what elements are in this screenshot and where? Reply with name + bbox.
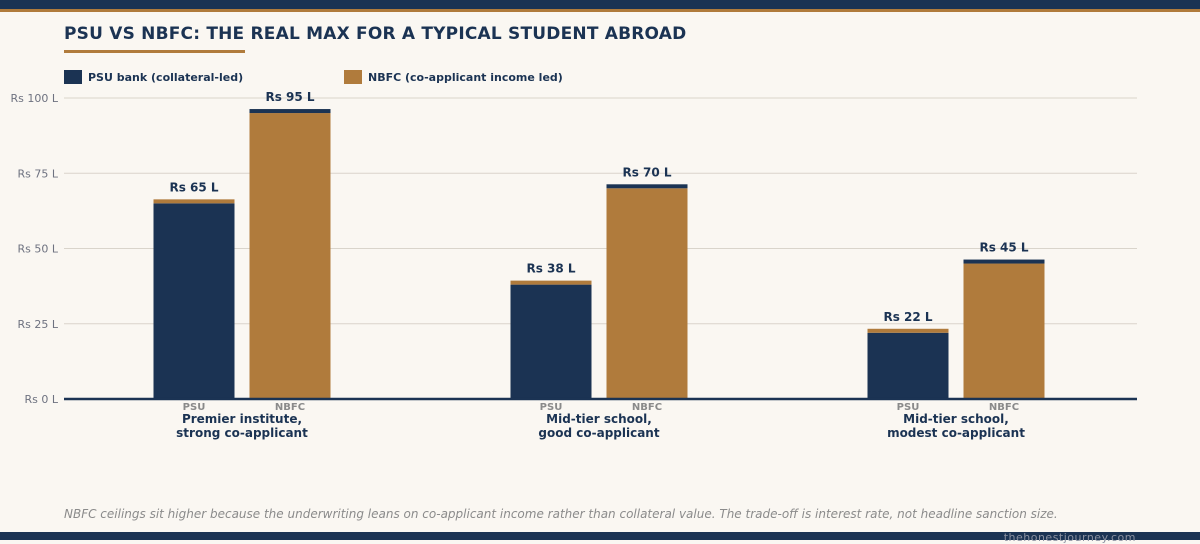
legend-label-psu: PSU bank (collateral-led) [88, 70, 244, 84]
bar-sub-label-psu: PSU [183, 402, 206, 413]
footer-site: thehonestjourney.com [1003, 531, 1136, 544]
y-tick-label: Rs 75 L [18, 167, 59, 180]
bar-cap-nbfc-2 [963, 259, 1045, 264]
bar-sub-label-nbfc: NBFC [632, 402, 662, 413]
y-tick-label: Rs 100 L [11, 92, 59, 105]
data-label-psu-0: Rs 65 L [169, 180, 218, 194]
bar-nbfc-1 [606, 188, 688, 399]
bar-cap-psu-1 [510, 280, 592, 285]
y-tick-label: Rs 50 L [18, 243, 59, 256]
y-tick-label: Rs 25 L [18, 318, 59, 331]
category-label-2: modest co-applicant [887, 426, 1025, 440]
bar-cap-nbfc-0 [249, 109, 331, 114]
bar-psu-1 [510, 284, 592, 399]
data-label-nbfc-0: Rs 95 L [265, 90, 314, 104]
top-accent-band [0, 0, 1200, 9]
bar-nbfc-0 [249, 113, 331, 400]
category-label-1: Mid-tier school, [546, 412, 652, 426]
category-label-0: strong co-applicant [176, 426, 308, 440]
top-accent-line [0, 9, 1200, 12]
category-label-1: good co-applicant [538, 426, 659, 440]
bar-cap-psu-2 [867, 328, 949, 333]
legend-item-psu: PSU bank (collateral-led) [64, 70, 243, 84]
legend-swatch-nbfc [344, 70, 362, 84]
bar-sub-label-nbfc: NBFC [275, 402, 305, 413]
bar-sub-label-nbfc: NBFC [989, 402, 1019, 413]
bar-cap-psu-0 [153, 199, 235, 204]
data-label-psu-1: Rs 38 L [526, 262, 575, 276]
bar-sub-label-psu: PSU [540, 402, 563, 413]
legend-item-nbfc: NBFC (co-applicant income led) [344, 70, 563, 84]
bar-sub-label-psu: PSU [897, 402, 920, 413]
legend-label-nbfc: NBFC (co-applicant income led) [368, 70, 563, 84]
data-label-nbfc-2: Rs 45 L [979, 241, 1028, 255]
chart-title: PSU VS NBFC: THE REAL MAX FOR A TYPICAL … [64, 24, 687, 44]
bar-psu-2 [867, 332, 949, 399]
footnote: NBFC ceilings sit higher because the und… [64, 507, 1058, 521]
y-tick-label: Rs 0 L [25, 393, 59, 406]
bottom-band [0, 532, 1200, 540]
bar-nbfc-2 [963, 263, 1045, 399]
title-underline [64, 50, 245, 53]
legend-swatch-psu [64, 70, 82, 84]
bar-cap-nbfc-1 [606, 184, 688, 189]
data-label-psu-2: Rs 22 L [883, 310, 932, 324]
data-label-nbfc-1: Rs 70 L [622, 165, 671, 179]
category-label-2: Mid-tier school, [903, 412, 1009, 426]
bar-psu-0 [153, 203, 235, 399]
category-label-0: Premier institute, [182, 412, 302, 426]
